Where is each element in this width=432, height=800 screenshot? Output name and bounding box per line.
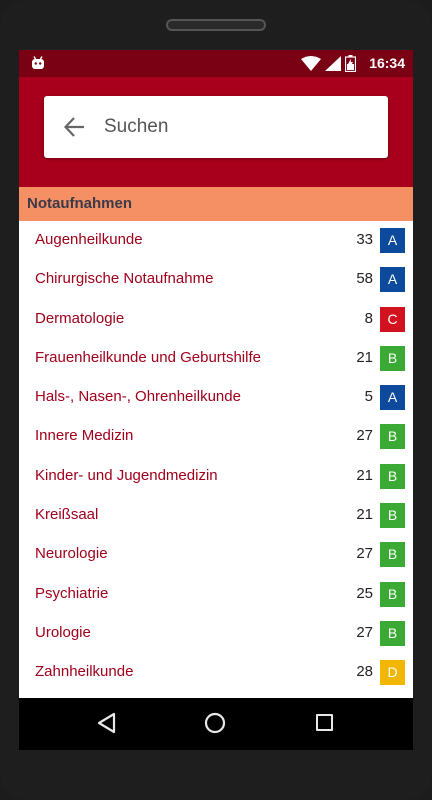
- department-row[interactable]: Frauenheilkunde und Geburtshilfe 21 B: [19, 339, 413, 378]
- grade-badge: D: [380, 660, 405, 686]
- grade-badge: B: [380, 620, 405, 646]
- department-row[interactable]: Psychiatrie 25 B: [19, 575, 413, 614]
- department-row[interactable]: Kinder- und Jugendmedizin 21 B: [19, 457, 413, 496]
- department-count: 27: [356, 623, 373, 641]
- department-name: Dermatologie: [35, 309, 125, 327]
- search-input[interactable]: [104, 111, 374, 143]
- nav-recent-apps-icon[interactable]: [316, 714, 333, 731]
- navigation-bar: [19, 698, 413, 750]
- section-header: Notaufnahmen: [19, 187, 413, 221]
- department-row[interactable]: Chirurgische Notaufnahme 58 A: [19, 260, 413, 299]
- grade-badge: B: [380, 503, 405, 529]
- department-name: Psychiatrie: [35, 584, 109, 602]
- department-count: 27: [356, 545, 373, 563]
- department-name: Urologie: [35, 623, 91, 641]
- status-time: 16:34: [369, 55, 405, 71]
- department-name: Hals-, Nasen-, Ohrenheilkunde: [35, 388, 241, 406]
- department-count: 21: [356, 466, 373, 484]
- department-row[interactable]: Hals-, Nasen-, Ohrenheilkunde 5 A: [19, 378, 413, 417]
- department-name: Kreißsaal: [35, 506, 99, 524]
- department-row[interactable]: Dermatologie 8 C: [19, 300, 413, 339]
- department-count: 28: [356, 663, 373, 681]
- grade-badge: A: [380, 267, 405, 293]
- grade-badge: A: [380, 385, 405, 411]
- department-row[interactable]: Augenheilkunde 33 A: [19, 221, 413, 260]
- app-bar: [19, 77, 413, 187]
- department-name: Zahnheilkunde: [35, 663, 134, 681]
- department-row[interactable]: Urologie 27 B: [19, 614, 413, 653]
- nav-home-icon[interactable]: [204, 712, 226, 734]
- department-count: 33: [356, 231, 373, 248]
- department-name: Neurologie: [35, 545, 108, 563]
- department-count: 5: [364, 388, 373, 406]
- grade-badge: B: [380, 463, 405, 489]
- grade-badge: A: [380, 228, 405, 253]
- department-count: 27: [356, 427, 373, 445]
- nav-back-icon[interactable]: [97, 712, 117, 734]
- grade-badge: B: [380, 542, 405, 568]
- android-debug-icon: [32, 56, 44, 69]
- grade-badge: B: [380, 345, 405, 371]
- signal-icon: [325, 56, 341, 71]
- search-box[interactable]: [44, 96, 388, 158]
- wifi-icon: [301, 56, 321, 71]
- grade-badge: B: [380, 581, 405, 607]
- department-count: 8: [364, 309, 373, 327]
- screen: 16:34 Notaufnahmen Augenheilkunde33AChir…: [19, 50, 413, 698]
- department-row[interactable]: Innere Medizin 27 B: [19, 417, 413, 456]
- department-name: Innere Medizin: [35, 427, 134, 445]
- department-name: Frauenheilkunde und Geburtshilfe: [35, 348, 261, 366]
- back-arrow-icon[interactable]: [62, 114, 88, 140]
- status-bar: 16:34: [19, 50, 413, 77]
- department-name: Chirurgische Notaufnahme: [35, 270, 214, 288]
- department-count: 58: [356, 270, 373, 288]
- battery-icon: [345, 55, 356, 72]
- department-name: Augenheilkunde: [35, 231, 143, 248]
- department-list: Augenheilkunde 33 A Chirurgische Notaufnahm…: [19, 221, 413, 693]
- department-count: 21: [356, 506, 373, 524]
- speaker-grille: [166, 19, 266, 31]
- department-name: Kinder- und Jugendmedizin: [35, 466, 218, 484]
- grade-badge: B: [380, 424, 405, 450]
- department-row[interactable]: Zahnheilkunde 28 D: [19, 653, 413, 692]
- department-count: 25: [356, 584, 373, 602]
- grade-badge: C: [380, 306, 405, 332]
- department-count: 21: [356, 348, 373, 366]
- department-row[interactable]: Kreißsaal 21 B: [19, 496, 413, 535]
- department-row[interactable]: Neurologie 27 B: [19, 535, 413, 574]
